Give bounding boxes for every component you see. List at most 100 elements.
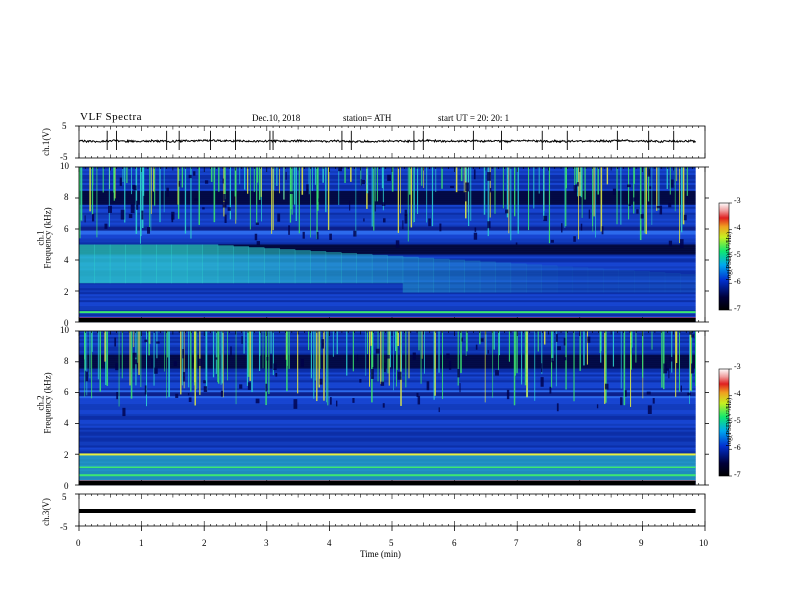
xtick-7: 7	[514, 538, 519, 548]
ch1-emission-seg-10	[233, 246, 250, 284]
ch2-dark-speck-69	[265, 383, 268, 392]
ch1-emission-seg-38	[664, 273, 681, 293]
ch2-dark-speck-3	[604, 383, 609, 390]
cb2-tick-m6: -6	[734, 443, 741, 452]
ch2-spec-ytick-10: 10	[60, 325, 69, 335]
ch1-spec-row-8	[79, 182, 696, 186]
ch1-spec-row-17	[79, 200, 696, 204]
ch1-emission-seg-23	[433, 258, 450, 293]
ch2-spec-row-36	[79, 402, 696, 405]
ch2-spec-row-52	[79, 433, 696, 436]
ch1-dark-speck-29	[381, 202, 386, 206]
ch2-spec-row-25	[79, 380, 696, 383]
ch2-dark-speck-36	[335, 400, 338, 407]
ch1-dark-speck-37	[580, 223, 583, 231]
ch1-emission-seg-20	[387, 255, 404, 284]
ch1-spec-row-48	[79, 262, 696, 265]
ch2-dark-speck-38	[646, 391, 651, 395]
ch2-dark-speck-51	[691, 363, 694, 374]
ch1-dark-speck-8	[515, 242, 518, 245]
ch2-dark-speck-67	[255, 398, 260, 404]
ch1-emission-seg-5	[156, 244, 172, 284]
ch1-dark-speck-21	[576, 182, 579, 187]
ch1-dark-speck-72	[349, 201, 351, 211]
ch1-emission-seg-39	[680, 273, 697, 293]
ch1-emission-seg-35	[618, 270, 635, 293]
ch2-spec-row-59	[79, 447, 696, 450]
ch1-dark-speck-9	[439, 223, 442, 232]
ch2-spec-row-57	[79, 443, 696, 446]
ch1-spec-row-18	[79, 202, 696, 206]
ch1-spec-row-54	[79, 274, 696, 277]
ch1-spec-row-63	[79, 292, 696, 295]
ch2-spec-row-23	[79, 376, 696, 379]
ch2-dark-speck-14	[551, 357, 554, 363]
xtick-4: 4	[327, 538, 332, 548]
ch2-spec-row-20	[79, 370, 696, 373]
ch1-spec-row-10	[79, 186, 696, 190]
ch1-spec-row-35	[79, 236, 696, 239]
ch1-emission-seg-15	[310, 251, 327, 284]
ch2-dark-speck-13	[215, 357, 218, 360]
ch2-spec-row-27	[79, 384, 696, 387]
ch1-dark-speck-86	[683, 214, 687, 221]
ch1-dark-speck-75	[222, 178, 224, 184]
ch1-spec-row-55	[79, 276, 696, 279]
ch2-dark-speck-28	[457, 368, 460, 378]
ch2-dark-speck-73	[115, 363, 119, 371]
ch1-spec-ytick-2: 2	[64, 287, 69, 297]
ch1-spec-row-65	[79, 296, 696, 299]
ch2-dark-speck-21	[669, 356, 673, 362]
ch2-dark-speck-7	[359, 379, 362, 383]
ch1-emission-seg-1	[94, 244, 111, 284]
ch1-dark-speck-17	[633, 197, 636, 202]
ch1-spec-row-44	[79, 254, 696, 257]
ch2-spec-row-56	[79, 441, 696, 444]
ch2-dark-speck-41	[620, 397, 623, 406]
ch2-dark-speck-16	[689, 331, 693, 335]
ch2-spec-row-43	[79, 415, 696, 419]
ch1-dark-speck-10	[128, 213, 133, 219]
ch1-dark-speck-49	[84, 215, 86, 223]
ch1-spec-row-53	[79, 272, 696, 275]
ch2-spec-row-35	[79, 400, 696, 403]
ch1-spec-row-56	[79, 278, 696, 281]
ch2-dark-speck-23	[144, 339, 148, 343]
ch2-spec-row-53	[79, 435, 696, 438]
ch1-spec-row-38	[79, 242, 696, 245]
ch2-dark-speck-58	[266, 357, 269, 361]
ch1-dark-speck-65	[640, 214, 644, 219]
ch2-dark-speck-29	[192, 357, 194, 363]
ch1-spec-row-67	[79, 300, 696, 303]
ch2-spec-row-49	[79, 427, 696, 431]
ch1-dark-speck-44	[166, 187, 169, 197]
ch1-spec-row-37	[79, 240, 696, 243]
ch1-lf-line-a	[79, 311, 696, 314]
ch2-spec-row-41	[79, 411, 696, 415]
cb1-tick-m7: -7	[734, 304, 741, 313]
ch1-dark-speck-73	[659, 205, 663, 215]
ch2-dark-speck-61	[116, 391, 119, 400]
ch1-dark-speck-39	[668, 240, 673, 246]
ch1-bottom-strip	[79, 318, 696, 322]
ch1-spec-row-51	[79, 268, 696, 271]
ch2-spec-row-1	[79, 332, 696, 336]
ch1-dark-speck-25	[224, 214, 227, 223]
ch1-emission-seg-25	[464, 260, 481, 293]
ch1-emission-seg-6	[171, 244, 188, 284]
ch1-dark-speck-22	[120, 209, 125, 220]
ch1-ytick-bottom: -5	[60, 152, 68, 162]
ch2-dark-speck-63	[114, 337, 117, 347]
ch2-dark-speck-43	[375, 348, 380, 354]
ch1-emission-seg-18	[356, 253, 373, 284]
ch2-spec-row-37	[79, 404, 696, 407]
ch1-emission-seg-22	[418, 257, 435, 293]
ch1-emission-seg-0	[79, 244, 95, 284]
ch1-spec-row-0	[79, 167, 696, 170]
ch1-spec-ytick-6: 6	[64, 224, 69, 234]
ch2-spec-row-44	[79, 417, 696, 421]
ch2-bottom-strip	[79, 481, 696, 485]
ch2-dark-speck-20	[461, 337, 463, 342]
ch1-dark-speck-48	[362, 179, 365, 185]
